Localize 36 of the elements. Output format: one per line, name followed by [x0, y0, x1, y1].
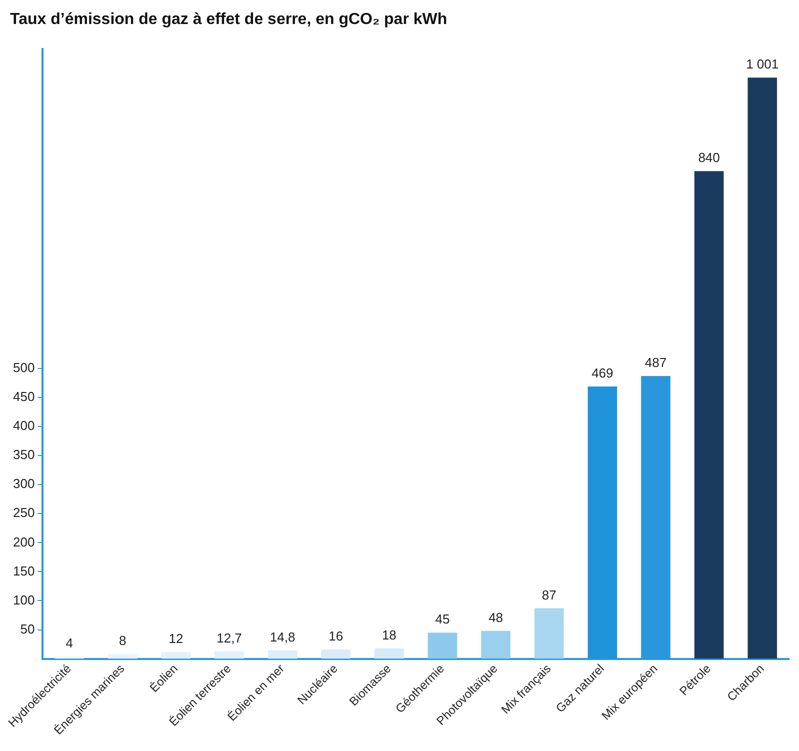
bar	[428, 632, 458, 659]
bar	[694, 171, 724, 659]
y-tick-label: 50	[20, 621, 35, 636]
y-tick-label: 150	[12, 563, 35, 578]
data-label: 16	[328, 628, 344, 644]
bar	[321, 650, 351, 659]
data-label: 4	[66, 636, 73, 651]
data-label: 840	[698, 150, 720, 166]
bar	[748, 78, 778, 659]
data-label: 48	[488, 610, 504, 626]
y-tick-label: 200	[12, 534, 35, 550]
bar	[374, 648, 404, 659]
bar	[108, 654, 138, 659]
data-label: 12	[168, 630, 184, 646]
bar	[481, 630, 510, 659]
data-label: 18	[382, 627, 396, 642]
y-tick-label: 100	[12, 592, 35, 608]
y-tick-label: 250	[12, 505, 35, 520]
bar	[161, 652, 191, 659]
data-label: 45	[435, 612, 450, 627]
bar	[268, 650, 298, 659]
data-label: 87	[542, 587, 556, 602]
y-tick-label: 350	[12, 447, 35, 462]
data-label: 487	[644, 355, 667, 370]
y-tick-label: 400	[12, 418, 35, 434]
chart-title: Taux d’émission de gaz à effet de serre, en gCO₂ par kWh	[10, 11, 448, 28]
data-label: 469	[592, 366, 614, 381]
y-tick-label: 300	[12, 476, 35, 492]
data-label: 1 001	[746, 56, 779, 72]
data-label: 8	[119, 633, 126, 648]
data-label: 14,8	[270, 629, 296, 644]
y-tick-label: 450	[12, 389, 35, 404]
data-label: 12,7	[216, 630, 242, 646]
bar	[214, 651, 244, 659]
bar	[534, 608, 564, 659]
y-tick-label: 500	[12, 360, 35, 376]
